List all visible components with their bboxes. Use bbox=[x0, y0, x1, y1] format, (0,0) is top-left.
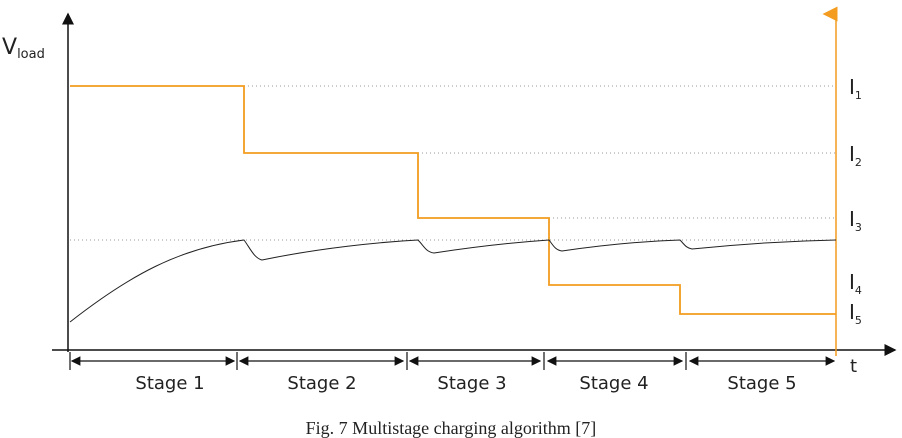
voltage-curve bbox=[69, 239, 837, 323]
stage-label: Stage 5 bbox=[727, 373, 796, 394]
label-main: I bbox=[849, 270, 855, 294]
label-main: V bbox=[2, 35, 17, 60]
stage-label: Stage 4 bbox=[579, 373, 648, 394]
label-sub: 4 bbox=[855, 284, 862, 297]
label-sub: 1 bbox=[855, 89, 862, 102]
current-label: I3 bbox=[849, 207, 862, 234]
stage-arrows bbox=[69, 352, 836, 370]
y-axis-label: Vload bbox=[2, 35, 45, 62]
current-steps bbox=[70, 85, 836, 315]
label-main: I bbox=[849, 300, 855, 324]
label-main: I bbox=[849, 75, 855, 99]
caption: Fig. 7 Multistage charging algorithm [7] bbox=[306, 418, 597, 438]
label-sub: 3 bbox=[855, 221, 862, 234]
label-sub: 2 bbox=[855, 156, 862, 169]
current-label: I1 bbox=[849, 75, 862, 102]
label-sub: load bbox=[17, 47, 45, 62]
stage-label: Stage 1 bbox=[135, 373, 204, 394]
x-axis-label: t bbox=[850, 356, 857, 377]
stage-label: Stage 3 bbox=[437, 373, 506, 394]
label-main: I bbox=[849, 207, 855, 231]
current-label: I4 bbox=[849, 270, 862, 297]
current-label: I5 bbox=[849, 300, 862, 327]
current-label: I2 bbox=[849, 142, 862, 169]
guides bbox=[70, 85, 836, 241]
stage-labels: Stage 1 Stage 2 Stage 3 Stage 4 Stage 5 bbox=[135, 373, 796, 394]
label-sub: 5 bbox=[855, 314, 862, 327]
label-main: I bbox=[849, 142, 855, 166]
stage-label: Stage 2 bbox=[287, 373, 356, 394]
